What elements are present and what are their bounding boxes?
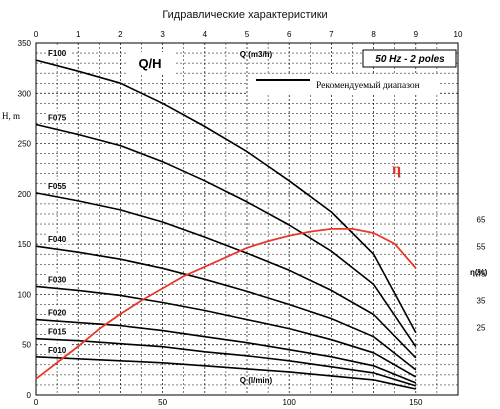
series-label-f010: F010 [48,346,67,355]
head-curves [35,59,417,390]
series-label-f075: F075 [48,113,67,122]
series-label-f020: F020 [48,309,67,318]
eta-tick-label: 25 [477,324,486,333]
series-label-bg [46,325,72,337]
series-label-bg [46,273,72,285]
x-top-tick-label: 6 [287,30,292,39]
head-curve-f030 [35,285,417,378]
x-top-tick-label: 2 [118,30,123,39]
qh-label: Q/H [138,56,161,71]
top-axis: 0 1 2 3 4 5 6 7 8 9 10 [34,30,463,39]
eta-tick-label: 35 [477,297,486,306]
efficiency-axis: 25 35 45 55 65 [477,216,486,333]
series-label-bg [46,343,72,355]
x-top-tick-label: 4 [203,30,208,39]
x-top-tick-label: 0 [34,30,39,39]
series-label-f015: F015 [48,328,67,337]
qh-label-box: Q/H [126,52,174,74]
series-label-f030: F030 [48,275,67,284]
head-curve-f075 [35,123,417,348]
x-top-tick-label: 5 [245,30,250,39]
bottom-axis: 0 50 100 150 [34,398,423,407]
y-tick-label: 150 [18,240,32,249]
head-curve-f100 [35,59,417,333]
x-top-tick-label: 1 [76,30,81,39]
y-axis-label: H, m [2,111,20,121]
x-bottom-tick-label: 0 [34,398,39,407]
y-tick-label: 300 [18,89,32,98]
frequency-label: 50 Hz - 2 poles [375,54,445,65]
chart-title: Гидравлические характеристики [162,9,327,21]
legend: Рекомендуемый диапазон [248,74,438,94]
efficiency-curve [35,227,417,380]
efficiency-axis-label: η(%) [470,268,488,277]
series-label-f055: F055 [48,182,67,191]
x-top-tick-label: 10 [454,30,463,39]
series-label-bg [46,179,72,191]
x-top-axis-label: Q (m3/h) [240,50,273,59]
y-tick-label: 200 [18,190,32,199]
series-label-bg [46,47,72,59]
x-bottom-axis-label: Q (l/min) [240,376,273,385]
series-label-f040: F040 [48,235,67,244]
eta-tick-label: 45 [477,270,486,279]
series-label-bg [46,306,72,318]
efficiency-symbol: η [392,161,401,178]
x-top-tick-label: 9 [414,30,419,39]
x-bottom-tick-label: 100 [283,398,297,407]
x-top-tick-label: 8 [371,30,376,39]
head-curve-f020 [35,318,417,384]
head-curve-labels: F100 F075 F055 F040 F030 F020 F015 F010 [46,47,72,355]
head-curve-f040 [35,245,417,371]
series-label-f100: F100 [48,49,67,58]
y-tick-label: 100 [18,290,32,299]
legend-label: Рекомендуемый диапазон [316,80,420,91]
y-tick-label: 50 [22,341,31,350]
eta-tick-label: 65 [477,216,486,225]
x-top-tick-label: 3 [160,30,165,39]
left-axis: 0 50 100 150 200 250 300 350 [18,39,32,400]
eta-tick-label: 55 [477,243,486,252]
x-bottom-tick-label: 150 [409,398,423,407]
frequency-box: 50 Hz - 2 poles [362,49,457,68]
y-tick-label: 250 [18,140,32,149]
x-top-tick-label: 7 [329,30,334,39]
y-tick-label: 0 [27,391,32,400]
series-label-bg [46,111,72,123]
head-curve-f015 [35,337,417,387]
series-label-bg [46,233,72,245]
x-bottom-tick-label: 50 [158,398,167,407]
head-curve-f055 [35,192,417,359]
plot-frame [35,42,459,396]
y-tick-label: 350 [18,39,32,48]
head-curve-f010 [35,356,416,390]
efficiency-line [35,227,417,380]
